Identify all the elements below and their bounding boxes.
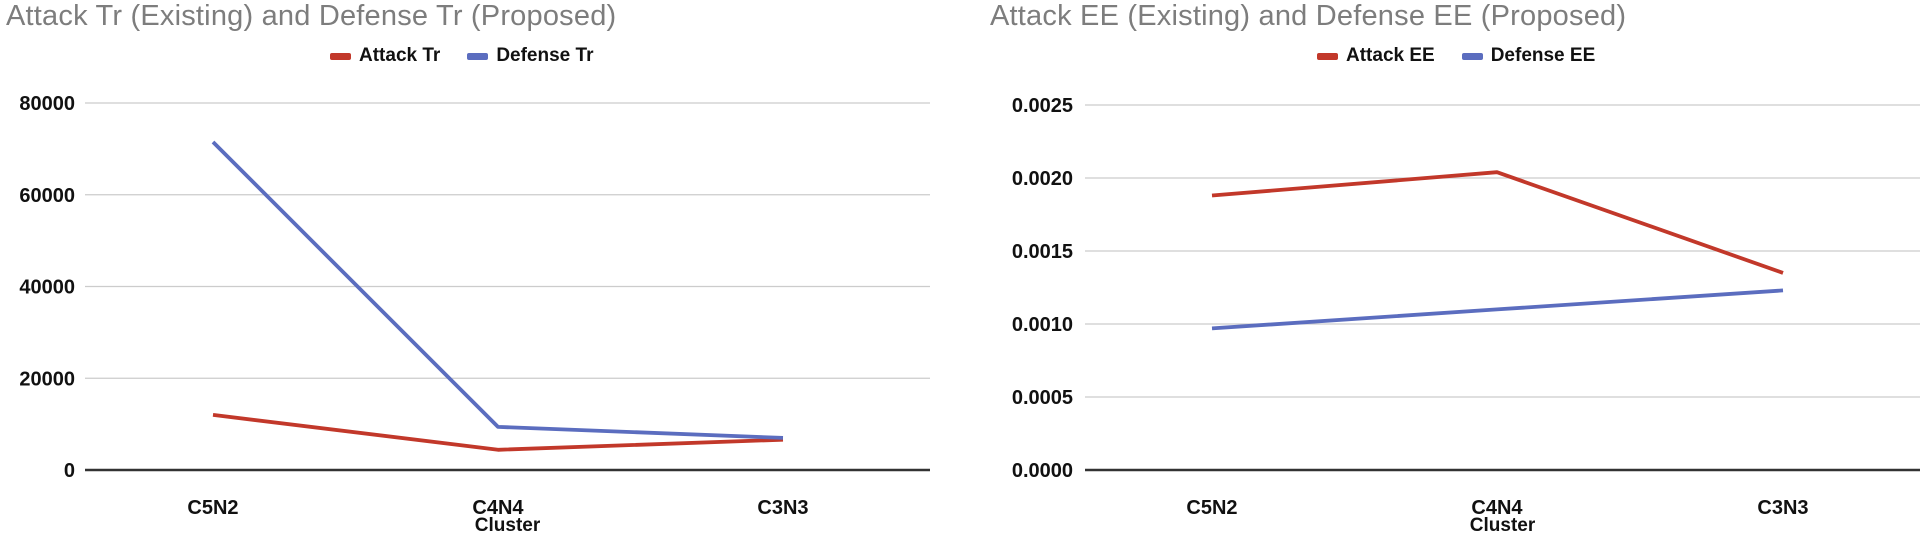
- series-line-attack-tr: [212, 413, 784, 452]
- y-tick-label: 20000: [19, 368, 75, 390]
- line-chart-tr: 0 20000 40000 60000 80000 C5N2 C4N4 C3N3 Cluster: [19, 93, 930, 536]
- x-category-label: C3N3: [1757, 497, 1808, 519]
- defense-ee-swatch: [1461, 52, 1483, 60]
- y-tick-label: 0.0005: [1012, 387, 1073, 409]
- attack-ee-swatch: [1317, 52, 1338, 60]
- x-category-label: C3N3: [757, 497, 808, 519]
- chart-panel-ee: Attack EE (Existing) and Defense EE (Pro…: [965, 0, 1930, 537]
- legend-item-attack-tr: Attack Tr: [330, 45, 440, 67]
- legend-label-defense-tr: Defense Tr: [496, 45, 594, 66]
- y-tick-label: 80000: [19, 93, 75, 115]
- chart-panel-tr: Attack Tr (Existing) and Defense Tr (Pro…: [6, 0, 930, 536]
- x-category-label: C5N2: [1186, 497, 1237, 519]
- legend-label-defense-ee: Defense EE: [1490, 45, 1596, 66]
- y-tick-label: 0.0015: [1012, 241, 1073, 263]
- chart-title-tr: Attack Tr (Existing) and Defense Tr (Pro…: [6, 0, 617, 32]
- y-tick-label: 0: [64, 460, 75, 482]
- x-category-label: C4N4: [1471, 497, 1523, 519]
- x-axis-title: Cluster: [1470, 515, 1536, 536]
- y-tick-label: 60000: [19, 185, 75, 207]
- y-tick-label: 0.0025: [1012, 95, 1073, 117]
- chart-title-ee: Attack EE (Existing) and Defense EE (Pro…: [990, 0, 1627, 32]
- x-axis-title: Cluster: [475, 515, 541, 536]
- legend-item-defense-ee: Defense EE: [1461, 45, 1596, 67]
- defense-tr-swatch: [467, 52, 489, 60]
- legend-label-attack-tr: Attack Tr: [359, 45, 441, 66]
- y-tick-label: 0.0000: [1012, 460, 1073, 482]
- attack-tr-swatch: [330, 52, 351, 60]
- series-line-defense-tr: [211, 140, 784, 440]
- legend-item-defense-tr: Defense Tr: [467, 45, 593, 67]
- legend-ee: Attack EE Defense EE: [1317, 45, 1595, 67]
- y-tick-label: 40000: [19, 277, 75, 299]
- series-line-attack-ee: [1211, 170, 1784, 275]
- y-tick-label: 0.0010: [1012, 314, 1073, 336]
- x-category-label: C4N4: [472, 497, 524, 519]
- series-line-defense-ee: [1211, 288, 1784, 331]
- legend-tr: Attack Tr Defense Tr: [330, 45, 593, 67]
- line-chart-ee: 0.0000 0.0005 0.0010 0.0015 0.0020 0.0025 C5N2…: [1012, 95, 1920, 536]
- legend-label-attack-ee: Attack EE: [1346, 45, 1435, 66]
- x-category-label: C5N2: [187, 497, 238, 519]
- y-tick-label: 0.0020: [1012, 168, 1073, 190]
- legend-item-attack-ee: Attack EE: [1317, 45, 1435, 67]
